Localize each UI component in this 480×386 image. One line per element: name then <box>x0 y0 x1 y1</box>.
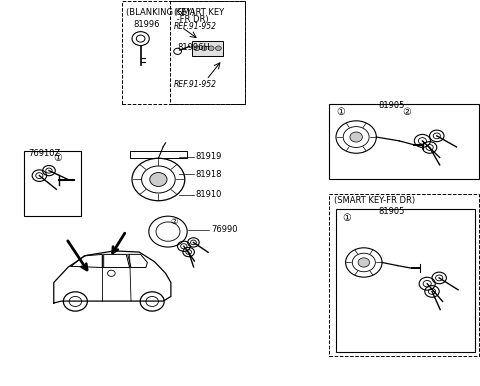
Text: REF.91-952: REF.91-952 <box>174 80 217 89</box>
Text: 76910Z: 76910Z <box>28 149 60 157</box>
Text: 81918: 81918 <box>196 170 222 179</box>
Text: (SMART KEY-FR DR): (SMART KEY-FR DR) <box>334 196 415 205</box>
Text: ②: ② <box>170 217 178 227</box>
Text: ②: ② <box>402 107 411 117</box>
Text: 81996H: 81996H <box>178 43 210 52</box>
Text: ①: ① <box>53 153 61 163</box>
Circle shape <box>208 46 214 51</box>
Text: ①: ① <box>342 213 351 223</box>
Text: -FR DR): -FR DR) <box>174 15 209 24</box>
Text: 81996: 81996 <box>133 20 160 29</box>
Circle shape <box>194 46 200 51</box>
Circle shape <box>350 132 362 142</box>
Text: (SMART KEY: (SMART KEY <box>174 8 224 17</box>
Text: REF.91-952: REF.91-952 <box>174 22 217 31</box>
Text: ①: ① <box>336 107 345 117</box>
Text: 81910: 81910 <box>196 190 222 200</box>
Circle shape <box>358 258 370 267</box>
Polygon shape <box>192 41 223 56</box>
Text: 81905: 81905 <box>378 207 405 215</box>
Circle shape <box>150 173 167 186</box>
Text: (BLANKING KEY): (BLANKING KEY) <box>126 8 195 17</box>
Text: 81905: 81905 <box>378 101 405 110</box>
Circle shape <box>201 46 207 51</box>
Circle shape <box>216 46 221 51</box>
Text: 76990: 76990 <box>211 225 238 234</box>
Text: 81919: 81919 <box>196 152 222 161</box>
